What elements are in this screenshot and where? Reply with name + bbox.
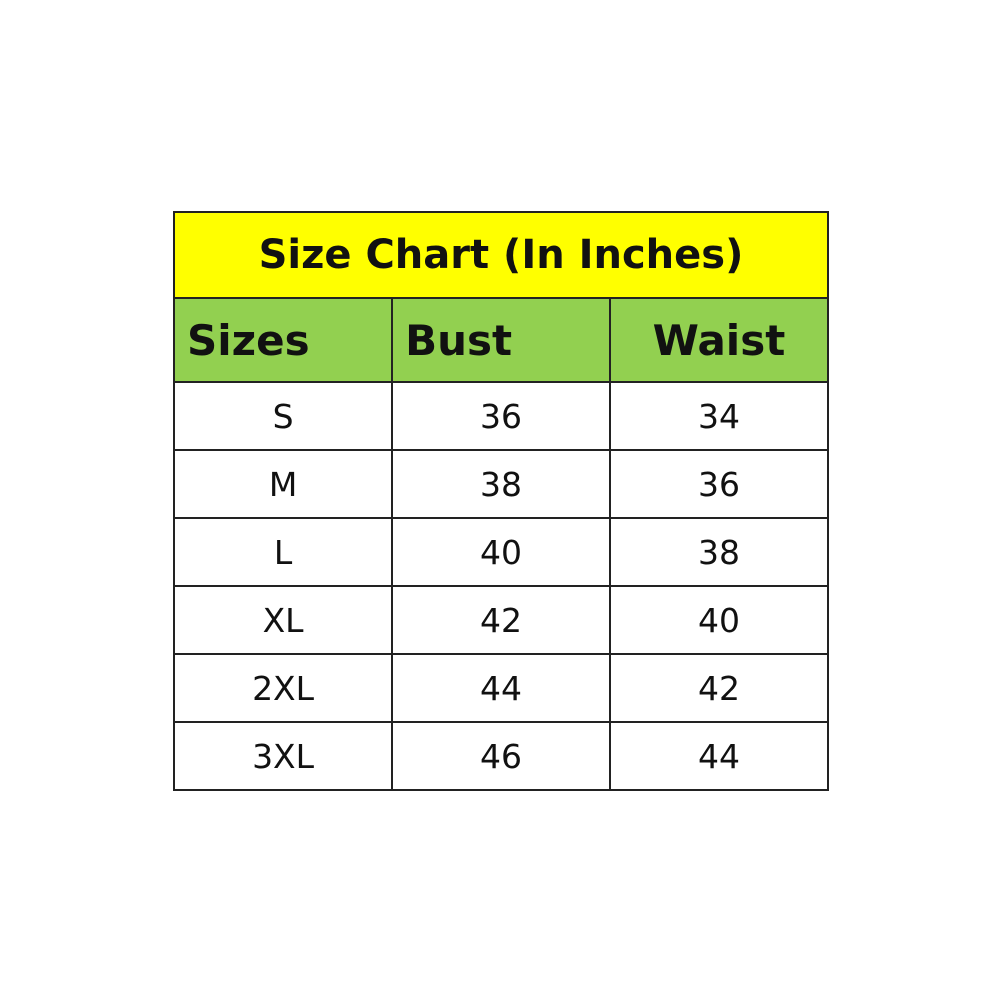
size-chart-table: Size Chart (In Inches) Sizes Bust Waist … (172, 211, 830, 791)
size-cell: 3XL (172, 721, 394, 791)
bust-cell: 44 (391, 653, 611, 723)
waist-cell: 42 (608, 653, 830, 723)
table-row: S 36 34 (172, 381, 830, 451)
header-sizes: Sizes (172, 297, 394, 383)
waist-cell: 34 (608, 381, 830, 451)
table-title: Size Chart (In Inches) (173, 211, 829, 299)
size-cell: 2XL (172, 653, 394, 723)
waist-cell: 36 (608, 449, 830, 519)
bust-cell: 36 (391, 381, 611, 451)
table-row: 3XL 46 44 (172, 721, 830, 791)
header-waist: Waist (608, 297, 830, 383)
bust-cell: 40 (391, 517, 611, 587)
waist-cell: 38 (608, 517, 830, 587)
bust-cell: 46 (391, 721, 611, 791)
size-cell: S (172, 381, 394, 451)
waist-cell: 40 (608, 585, 830, 655)
table-row: XL 42 40 (172, 585, 830, 655)
header-bust: Bust (391, 297, 611, 383)
size-cell: L (172, 517, 394, 587)
waist-cell: 44 (608, 721, 830, 791)
title-row: Size Chart (In Inches) (173, 211, 829, 299)
table-row: M 38 36 (172, 449, 830, 519)
bust-cell: 38 (391, 449, 611, 519)
table-row: L 40 38 (172, 517, 830, 587)
size-cell: M (172, 449, 394, 519)
header-row: Sizes Bust Waist (172, 297, 830, 383)
bust-cell: 42 (391, 585, 611, 655)
table-row: 2XL 44 42 (172, 653, 830, 723)
size-cell: XL (172, 585, 394, 655)
